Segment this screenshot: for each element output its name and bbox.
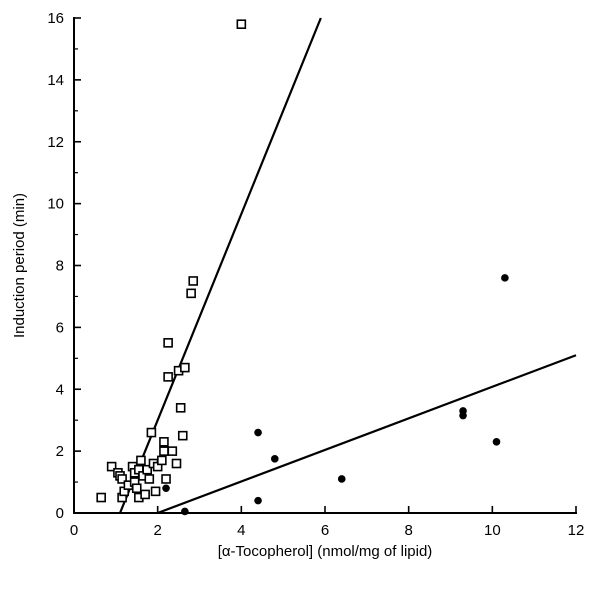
x-tick-label: 10 [484,522,501,539]
circle-data-point [459,411,467,420]
square-data-point [236,19,247,29]
data-points [96,19,509,516]
square-data-point [157,455,167,466]
circle-data-point [492,438,501,446]
x-tick-label: 4 [237,522,245,539]
square-data-point [163,372,173,382]
square-data-point [150,486,161,497]
circle-data-point [501,274,509,282]
square-data-point [163,338,173,348]
y-tick-label: 2 [56,443,64,460]
regression-line-1 [118,17,322,514]
square-data-point [106,461,117,472]
square-data-point [186,288,196,299]
square-data-point [96,492,106,503]
y-tick-label: 10 [47,196,64,213]
y-tick-label: 0 [56,505,64,522]
x-tick-label: 0 [70,522,78,539]
square-data-point [161,474,171,484]
square-data-point [159,437,169,447]
square-data-point [177,430,188,441]
circle-data-point [254,496,262,505]
circle-data-point [254,428,262,437]
x-tick-label: 6 [321,522,329,539]
y-tick-label: 16 [47,10,64,27]
x-axis-title: [α-Tocopherol] (nmol/mg of lipid) [218,543,433,560]
y-tick-label: 12 [47,134,64,151]
square-data-point [131,483,142,494]
y-axis-title: Induction period (min) [11,193,28,338]
circle-data-point [162,484,170,493]
square-data-point [117,474,127,484]
square-data-point [146,427,157,438]
square-data-point [159,446,169,456]
circle-data-point [181,507,189,516]
x-tick-label: 12 [568,522,585,539]
ticks: 0 2 4 6 8 10 12 0 2 4 6 8 10 12 14 16 [47,10,584,539]
square-data-point [175,403,186,413]
fit-lines [118,17,577,515]
y-tick-label: 14 [47,72,64,89]
y-tick-label: 6 [56,319,64,336]
square-data-point [140,489,150,500]
x-tick-label: 2 [153,522,161,539]
regression-line-2 [157,354,577,515]
square-data-point [188,276,199,286]
circle-data-point [271,455,279,463]
square-data-point [142,464,153,475]
square-data-point [167,446,178,456]
circle-data-point [337,475,346,483]
square-data-point [136,455,146,466]
square-data-point [180,362,190,373]
square-data-point [171,458,182,469]
y-tick-label: 8 [56,258,64,275]
x-tick-label: 8 [404,522,412,539]
square-data-point [144,474,155,484]
y-tick-label: 4 [56,381,64,398]
